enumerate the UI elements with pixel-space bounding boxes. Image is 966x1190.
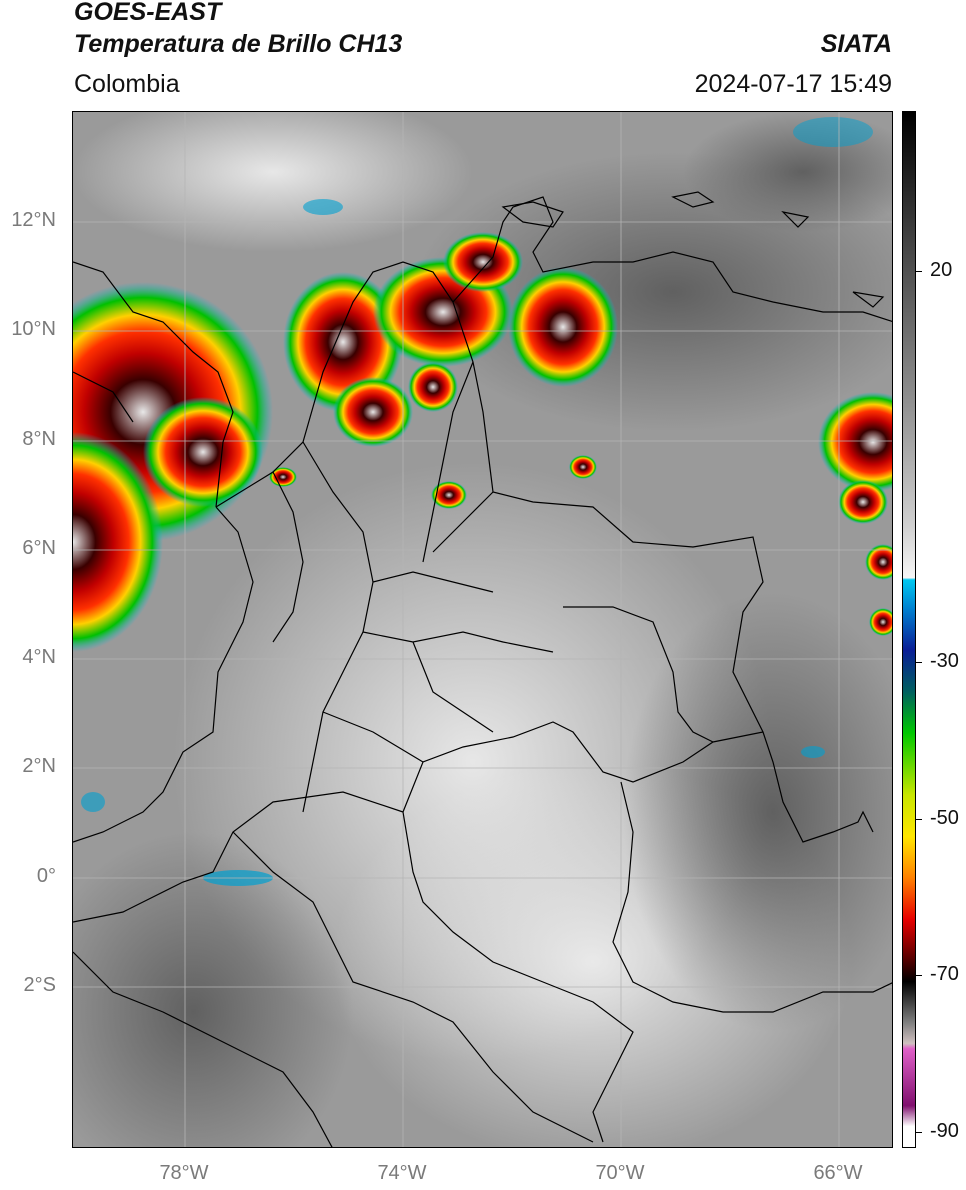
colorbar-tick-label: -90 [930,1120,959,1142]
lon-label: 74°W [377,1162,427,1184]
lon-label: 78°W [159,1162,209,1184]
region-label: Colombia [74,70,180,98]
satellite-map[interactable] [72,111,893,1148]
colorbar-tick-label: 20 [930,259,953,281]
lat-label: 10°N [11,318,56,340]
colorbar-gradient [903,112,915,1147]
satellite-title: GOES-EAST [74,0,222,26]
boundaries [73,191,892,1147]
datetime-label: 2024-07-17 15:49 [694,70,892,98]
lat-label: 0° [36,865,56,887]
lon-label: 70°W [595,1162,645,1184]
lat-label: 12°N [11,209,56,231]
colorbar-tick-label: -50 [930,807,959,829]
map-canvas [73,112,892,1147]
organization-label: SIATA [820,30,892,58]
lat-label: 2°S [23,974,56,996]
lat-label: 6°N [22,537,56,559]
lat-label: 4°N [22,646,56,668]
colorbar-tick-label: -30 [930,650,959,672]
lat-label: 2°N [22,755,56,777]
colorbar-tick-label: -70 [930,963,959,985]
lat-label: 8°N [22,428,56,450]
lon-label: 66°W [813,1162,863,1184]
colorbar [902,111,916,1148]
graticule [73,112,892,1147]
product-title: Temperatura de Brillo CH13 [74,30,403,58]
